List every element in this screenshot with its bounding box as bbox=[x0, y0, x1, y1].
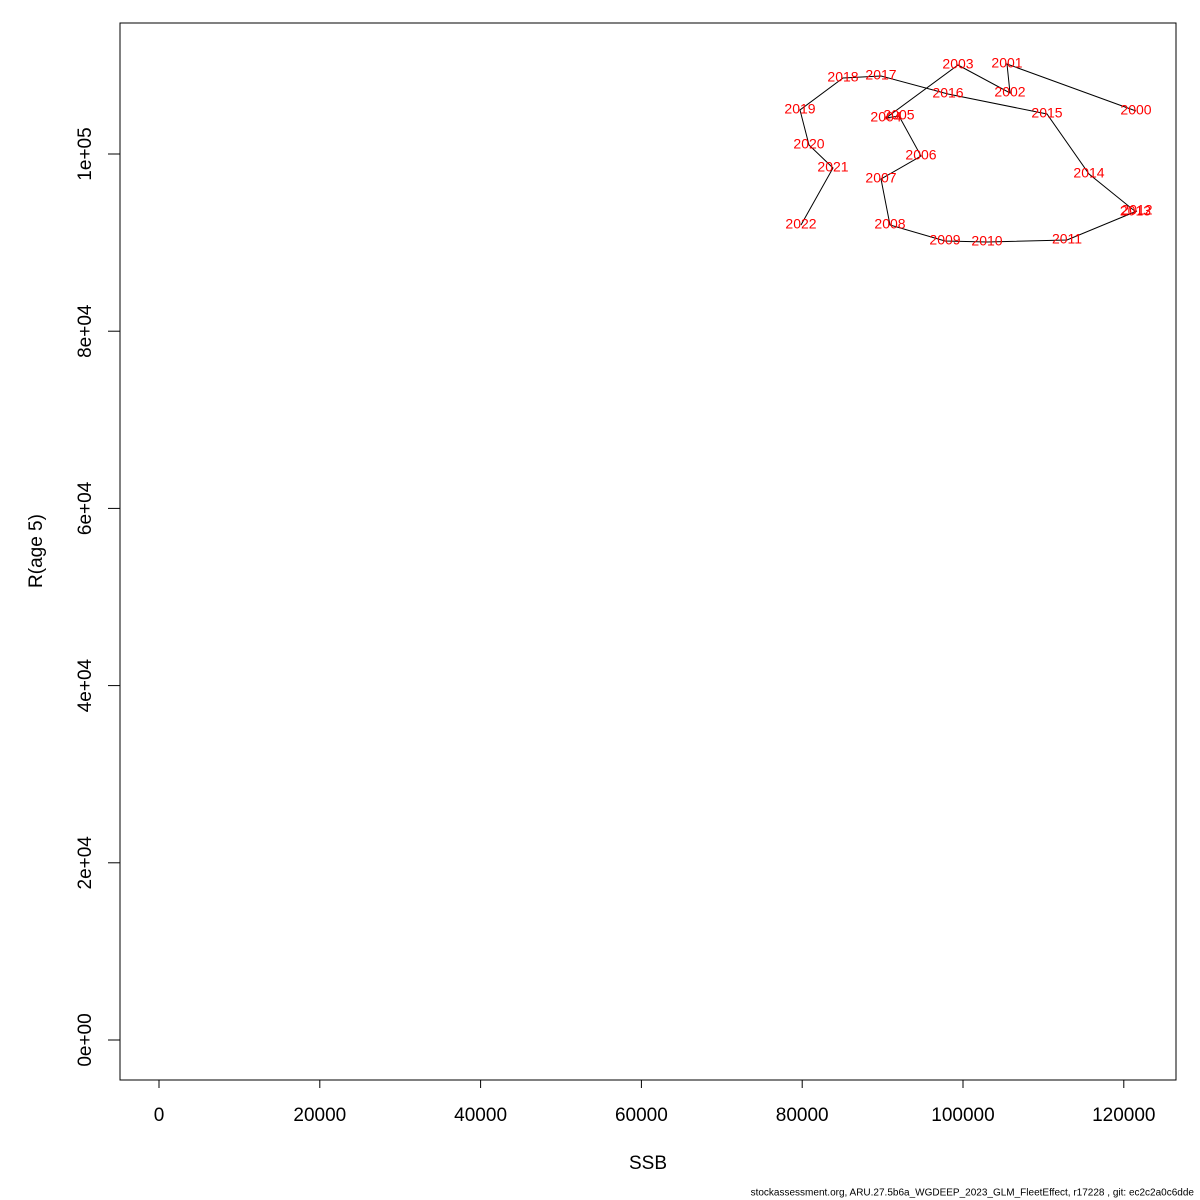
y-tick-label: 1e+05 bbox=[75, 127, 96, 180]
point-label: 2018 bbox=[827, 69, 858, 85]
point-label: 2009 bbox=[929, 232, 960, 248]
point-label: 2005 bbox=[883, 107, 914, 123]
y-axis-label: R(age 5) bbox=[26, 514, 47, 588]
point-label: 2014 bbox=[1073, 165, 1104, 181]
point-label: 2000 bbox=[1120, 102, 1151, 118]
x-tick-label: 120000 bbox=[1092, 1105, 1155, 1126]
point-label: 2007 bbox=[865, 170, 896, 186]
plot-box bbox=[119, 22, 1177, 1081]
x-tick-label: 20000 bbox=[293, 1105, 346, 1126]
series-line bbox=[799, 63, 1138, 243]
x-tick-label: 60000 bbox=[615, 1105, 668, 1126]
y-tick-label: 0e+00 bbox=[75, 1013, 96, 1066]
point-label: 2011 bbox=[1052, 231, 1082, 247]
x-tick-label: 100000 bbox=[931, 1105, 994, 1126]
y-tick-label: 6e+04 bbox=[75, 481, 96, 535]
point-label: 2001 bbox=[991, 55, 1022, 71]
point-label: 2022 bbox=[785, 216, 816, 232]
footer: stockassessment.org, ARU.27.5b6a_WGDEEP_… bbox=[751, 1188, 1195, 1199]
point-label: 2008 bbox=[874, 216, 905, 232]
point-label: 2021 bbox=[817, 159, 848, 175]
point-label: 2006 bbox=[905, 147, 936, 163]
y-tick-label: 8e+04 bbox=[75, 304, 96, 358]
point-label: 2020 bbox=[793, 136, 824, 152]
y-tick-label: 4e+04 bbox=[75, 658, 96, 712]
y-tick-label: 2e+04 bbox=[75, 836, 96, 890]
point-label: 2015 bbox=[1031, 105, 1062, 121]
point-label: 2002 bbox=[994, 84, 1025, 100]
x-tick-label: 40000 bbox=[454, 1105, 507, 1126]
point-label: 2003 bbox=[942, 56, 973, 72]
x-tick-label: 80000 bbox=[776, 1105, 829, 1126]
point-label: 2012 bbox=[1121, 202, 1152, 218]
point-label: 2004 bbox=[870, 109, 901, 125]
point-label: 2013 bbox=[1120, 202, 1151, 218]
point-label: 2017 bbox=[865, 67, 896, 83]
x-tick-label: 0 bbox=[154, 1105, 165, 1126]
x-axis-label: SSB bbox=[629, 1153, 667, 1174]
point-label: 2010 bbox=[971, 233, 1002, 249]
point-label: 2019 bbox=[784, 101, 815, 117]
point-label: 2016 bbox=[932, 85, 963, 101]
